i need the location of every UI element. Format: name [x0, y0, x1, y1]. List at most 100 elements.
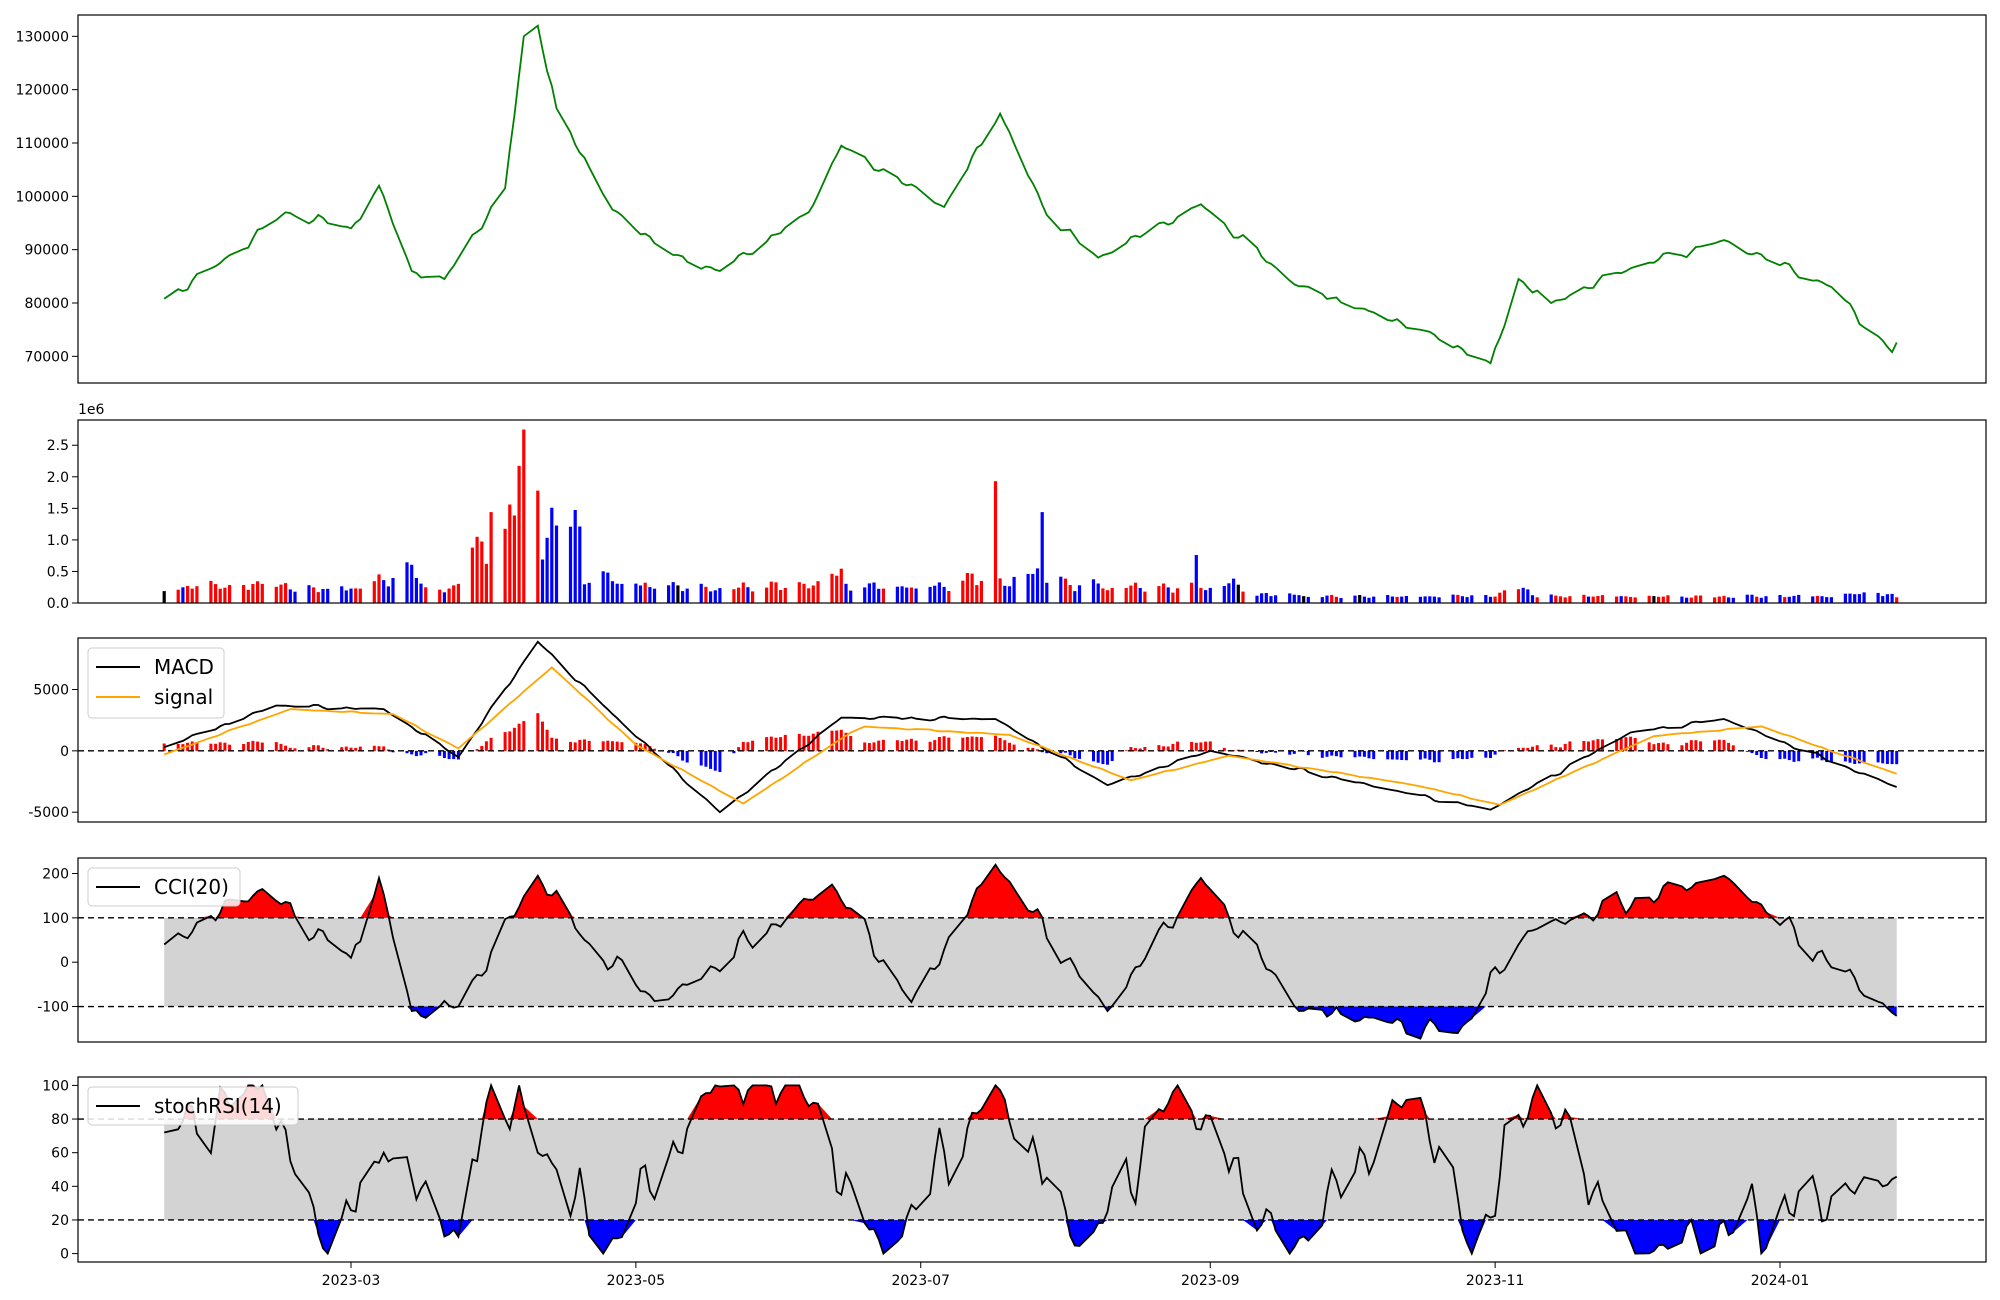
- volume-bar: [1255, 595, 1259, 603]
- volume-bar: [410, 564, 414, 603]
- macd-histogram-bar: [1339, 750, 1343, 758]
- volume-bar: [1797, 594, 1801, 603]
- macd-histogram-bar: [228, 744, 232, 751]
- macd-histogram-bar: [1680, 745, 1684, 751]
- macd-histogram-bar: [1400, 750, 1404, 760]
- macd-histogram-bar: [1759, 750, 1763, 758]
- macd-histogram-bar: [1325, 750, 1329, 757]
- signal-line: [163, 666, 1897, 806]
- volume-bar: [877, 588, 881, 603]
- macd-histogram-bar: [732, 750, 736, 754]
- volume-bar: [1596, 596, 1600, 603]
- macd-histogram-bar: [1825, 750, 1829, 763]
- volume-bar: [1516, 589, 1521, 603]
- volume-bar: [1582, 594, 1586, 603]
- volume-bar: [942, 586, 946, 603]
- volume-bar: [1843, 593, 1847, 603]
- volume-bar: [438, 589, 442, 603]
- cci-overbought-fill: [164, 864, 1897, 918]
- macd-histogram-bar: [358, 746, 362, 751]
- macd-histogram-bar: [881, 739, 885, 751]
- macd-histogram-bar: [475, 749, 479, 751]
- volume-bar: [1068, 585, 1072, 603]
- macd-histogram-bar: [1101, 750, 1105, 765]
- macd-histogram-bar: [1073, 750, 1077, 759]
- volume-bar: [1073, 591, 1077, 603]
- macd-histogram-bar: [1068, 750, 1072, 756]
- macd-histogram-bar: [1787, 750, 1791, 761]
- volume-bar: [1484, 595, 1488, 603]
- volume-bar: [1657, 596, 1661, 603]
- volume-bar: [1292, 594, 1296, 603]
- volume-bar: [1488, 596, 1493, 603]
- volume-bar: [162, 591, 166, 603]
- cci-ytick-label: 100: [42, 911, 69, 927]
- volume-bar: [947, 591, 951, 603]
- volume-bar: [218, 588, 222, 603]
- volume-bar: [1568, 596, 1572, 603]
- macd-histogram-bar: [1731, 745, 1735, 751]
- macd-histogram-bar: [942, 736, 946, 751]
- volume-bar: [214, 584, 218, 603]
- stochrsi-ytick-label: 80: [51, 1112, 69, 1128]
- macd-histogram-bar: [1194, 742, 1198, 751]
- macd-histogram-bar: [933, 740, 937, 751]
- volume-ytick-label: 2.0: [47, 470, 69, 486]
- macd-histogram-bar: [1138, 748, 1142, 751]
- macd-histogram-bar: [316, 745, 320, 751]
- macd-histogram-bar: [1792, 750, 1796, 762]
- volume-bar: [1615, 596, 1619, 603]
- macd-histogram-bar: [1619, 738, 1623, 751]
- volume-bar: [1792, 595, 1796, 603]
- macd-histogram-bar: [1549, 744, 1553, 751]
- macd-histogram-bar: [1045, 750, 1049, 754]
- macd-histogram-bar: [405, 750, 409, 754]
- volume-bar: [1731, 597, 1735, 603]
- macd-histogram-bar: [349, 747, 353, 751]
- volume-bar: [1404, 596, 1408, 603]
- volume-bar: [1297, 595, 1301, 603]
- volume-bar: [1418, 596, 1422, 603]
- volume-bar: [475, 536, 479, 603]
- macd-histogram-bar: [1820, 750, 1824, 761]
- volume-bar: [816, 581, 820, 603]
- volume-bar: [508, 504, 512, 603]
- macd-histogram-bar: [555, 738, 558, 751]
- macd-histogram-bar: [377, 746, 381, 751]
- volume-bar: [1465, 597, 1469, 603]
- volume-bar: [648, 587, 652, 603]
- volume-bar: [811, 585, 815, 603]
- volume-bar: [993, 481, 998, 603]
- stochrsi-ytick-label: 40: [51, 1179, 69, 1195]
- macd-histogram-bar: [601, 741, 605, 751]
- macd-histogram-bar: [195, 742, 199, 751]
- volume-bar: [1003, 585, 1007, 603]
- macd-histogram-bar: [1521, 747, 1525, 751]
- macd-histogram-bar: [877, 740, 881, 751]
- macd-histogram-bar: [1026, 747, 1030, 751]
- macd-histogram-bar: [279, 743, 283, 751]
- volume-bar: [1881, 596, 1885, 603]
- volume-bar: [1260, 593, 1264, 603]
- macd-histogram-bar: [872, 742, 876, 751]
- macd-histogram-bar: [190, 741, 194, 751]
- macd-histogram-bar: [769, 736, 773, 751]
- volume-bar: [1750, 594, 1754, 603]
- volume-bar: [667, 585, 671, 603]
- volume-bar: [1026, 573, 1030, 603]
- macd-histogram-bar: [713, 750, 717, 771]
- volume-bar: [186, 586, 190, 603]
- volume-bar: [1274, 595, 1278, 603]
- macd-histogram-bar: [1862, 750, 1866, 762]
- macd-histogram-bar: [704, 750, 708, 767]
- price-plot: [163, 24, 1898, 365]
- volume-bar: [872, 582, 876, 603]
- volume-bar: [242, 585, 246, 603]
- volume-bar: [307, 585, 311, 603]
- volume-bar: [536, 490, 540, 603]
- macd-histogram-bar: [1157, 745, 1161, 751]
- volume-bar: [1306, 596, 1310, 603]
- x-tick-label: 2023-03: [322, 1273, 381, 1289]
- macd-histogram-bar: [751, 740, 755, 751]
- macd-histogram-bar: [573, 742, 577, 751]
